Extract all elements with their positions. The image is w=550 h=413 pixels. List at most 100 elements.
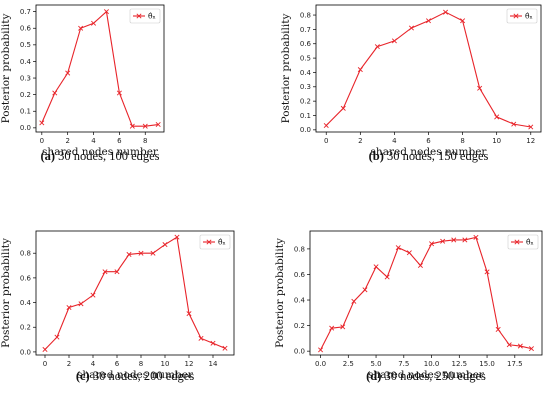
x-tick-label: 10.0: [424, 360, 440, 368]
panel-caption: (d) 30 nodes, 250 edges: [366, 369, 486, 383]
data-point: [39, 120, 45, 126]
data-point: [102, 269, 108, 275]
x-tick-label: 0: [324, 137, 328, 145]
data-point: [384, 274, 390, 280]
x-tick-label: 0: [43, 360, 47, 368]
x-tick-label: 14: [209, 360, 218, 368]
data-point: [222, 345, 228, 351]
data-point: [174, 234, 180, 240]
panel-caption: (b) 30 nodes, 150 edges: [369, 149, 489, 163]
legend-marker: [206, 239, 212, 245]
x-tick-label: 5.0: [370, 360, 381, 368]
data-point: [329, 325, 335, 331]
series-line: [325, 11, 531, 128]
data-point: [462, 237, 468, 243]
legend-marker: [136, 13, 142, 19]
x-tick-label: 15.0: [479, 360, 495, 368]
data-point: [477, 85, 483, 91]
data-point: [116, 90, 122, 96]
chart-panel-d: 0.0 0.2 0.4 0.6 0.8 0.0 2.5 5.0 7.5 10.0 12.5 15.0 1…: [274, 230, 543, 383]
x-tick-label: 12: [526, 137, 535, 145]
data-point: [408, 25, 414, 31]
y-tick-label: 0.2: [20, 91, 31, 99]
data-point: [417, 262, 423, 269]
legend-label: θ̂ₙ: [526, 238, 534, 247]
data-point: [495, 326, 501, 332]
data-point: [162, 242, 168, 248]
data-point: [323, 123, 329, 129]
data-point: [66, 304, 72, 311]
x-axis-label: shared nodes number: [371, 146, 488, 158]
x-axis-label: shared nodes number: [368, 369, 485, 381]
y-tick-label: 0.4: [20, 299, 32, 307]
data-point: [150, 250, 156, 256]
data-point: [473, 234, 479, 240]
data-point: [340, 324, 346, 330]
data-point: [429, 241, 435, 247]
x-tick-label: 10: [161, 360, 170, 368]
y-axis-label: Posterior probability: [280, 14, 292, 124]
y-tick-label: 0.6: [300, 40, 312, 48]
caption-text: 30 nodes, 200 edges: [90, 369, 195, 383]
caption-letter: (b): [369, 149, 384, 163]
data-point: [142, 123, 148, 129]
y-tick-label: 0.5: [20, 41, 31, 49]
data-point: [460, 18, 466, 24]
x-tick-label: 0: [40, 137, 44, 145]
y-tick-label: 0.4: [294, 296, 306, 304]
y-tick-label: 0.1: [20, 108, 31, 116]
caption-text: 30 nodes, 100 edges: [55, 149, 160, 163]
x-axis-label: shared nodes number: [42, 146, 159, 158]
y-axis-label: Posterior probability: [0, 14, 12, 124]
y-tick-label: 0.7: [300, 26, 311, 34]
y-tick-label: 0.3: [300, 83, 311, 91]
data-point: [351, 298, 357, 304]
y-tick-label: 0.7: [20, 8, 31, 16]
x-tick-label: 10: [492, 137, 501, 145]
plot-frame: [315, 4, 542, 133]
y-tick-label: 0.0: [300, 126, 311, 134]
plot-frame: [35, 4, 165, 133]
y-tick-label: 0.8: [294, 245, 305, 253]
y-tick-label: 0.3: [20, 74, 31, 82]
data-point: [129, 123, 135, 129]
y-tick-label: 0.8: [300, 11, 311, 19]
x-tick-label: 8: [139, 360, 143, 368]
data-point: [126, 251, 132, 257]
data-point: [362, 287, 368, 293]
data-point: [210, 340, 216, 346]
x-tick-label: 4: [392, 137, 397, 145]
data-point: [42, 346, 48, 352]
x-tick-label: 7.5: [398, 360, 409, 368]
y-tick-label: 0.8: [20, 250, 31, 258]
y-tick-label: 0.4: [300, 69, 312, 77]
data-point: [103, 9, 109, 15]
caption-text: 30 nodes, 150 edges: [384, 149, 489, 163]
data-point: [395, 245, 401, 251]
y-axis-label: Posterior probability: [0, 238, 12, 348]
data-point: [78, 301, 84, 307]
legend: θ̂ₙ: [199, 234, 231, 250]
legend-marker: [513, 13, 519, 19]
x-tick-label: 2: [67, 360, 71, 368]
x-tick-label: 8: [460, 137, 464, 145]
x-tick-label: 12.5: [452, 360, 468, 368]
legend: θ̂ₙ: [507, 234, 539, 250]
data-point: [373, 264, 379, 270]
legend-label: θ̂ₙ: [148, 12, 156, 21]
data-point: [517, 343, 523, 349]
chart-panel-c: 0.0 0.2 0.4 0.6 0.8 0 2 4 6 8 10 12 14 shared nodes n…: [0, 230, 235, 383]
y-tick-label: 0.0: [20, 124, 31, 132]
data-point: [155, 122, 161, 128]
x-tick-label: 6: [426, 137, 431, 145]
data-point: [506, 342, 512, 348]
y-tick-label: 0.6: [20, 274, 32, 282]
data-point: [138, 250, 144, 256]
legend-marker: [514, 239, 520, 245]
caption-letter: (c): [76, 369, 90, 383]
data-point: [425, 18, 432, 24]
data-point: [65, 70, 71, 76]
y-tick-label: 0.4: [20, 58, 32, 66]
legend: θ̂ₙ: [129, 8, 161, 24]
data-point: [198, 335, 204, 341]
